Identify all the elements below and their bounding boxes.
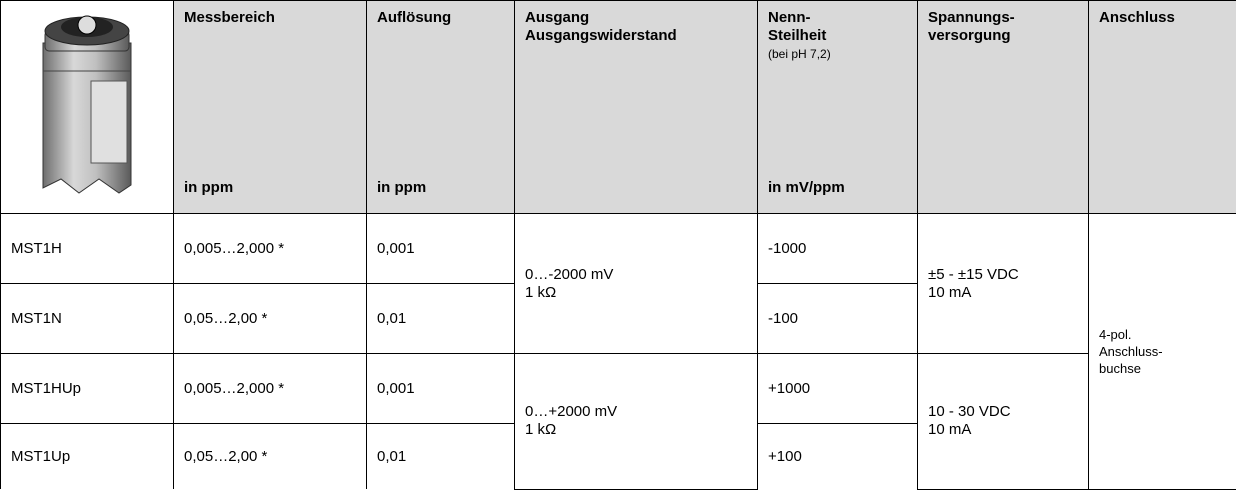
sensor-image — [1, 3, 173, 207]
slope-cell: -1000 — [758, 214, 918, 284]
model-cell: MST1N — [1, 284, 174, 354]
supply-line: 10 mA — [928, 421, 1088, 439]
header-cell: Nenn-Steilheit(bei pH 7,2) in mV/ppm — [758, 1, 918, 214]
model-cell: MST1HUp — [1, 354, 174, 424]
slope-cell: -100 — [758, 284, 918, 354]
output-line: 1 kΩ — [525, 284, 757, 302]
header-cell: Anschluss — [1089, 1, 1236, 214]
supply-line: 10 mA — [928, 284, 1088, 302]
header-title: Nenn- — [768, 9, 917, 27]
resolution-cell: 0,001 — [367, 214, 515, 284]
range-cell: 0,05…2,00 * — [174, 424, 367, 490]
output-line: 0…-2000 mV — [525, 266, 757, 284]
header-title: Messbereich — [184, 9, 366, 27]
header-unit: in mV/ppm — [768, 179, 917, 197]
slope-cell: +100 — [758, 424, 918, 490]
supply-line: 10 - 30 VDC — [928, 403, 1088, 421]
sensor-image-cell — [1, 1, 174, 214]
range-cell: 0,005…2,000 * — [174, 214, 367, 284]
supply-line: ±5 - ±15 VDC — [928, 266, 1088, 284]
header-unit: in ppm — [377, 179, 514, 197]
page: Messbereich in ppm Auflösung in ppm Ausgan… — [0, 0, 1236, 481]
range-cell: 0,05…2,00 * — [174, 284, 367, 354]
resolution-cell: 0,001 — [367, 354, 515, 424]
header-unit: in ppm — [184, 179, 366, 197]
header-title: versorgung — [928, 27, 1088, 45]
spec-table: Messbereich in ppm Auflösung in ppm Ausgan… — [0, 0, 1236, 490]
resolution-cell: 0,01 — [367, 424, 515, 490]
connection-line: Anschluss- — [1099, 343, 1236, 360]
header-row: Messbereich in ppm Auflösung in ppm Ausgan… — [1, 1, 1236, 214]
header-title: Ausgangswiderstand — [525, 27, 757, 45]
header-note: (bei pH 7,2) — [768, 45, 917, 63]
output-line: 1 kΩ — [525, 421, 757, 439]
header-cell: Spannungs-versorgung — [918, 1, 1089, 214]
header-title: Steilheit — [768, 27, 917, 45]
model-cell: MST1H — [1, 214, 174, 284]
slope-cell: +1000 — [758, 354, 918, 424]
connection-cell: 4-pol.Anschluss-buchse — [1089, 214, 1236, 490]
header-cell: Messbereich in ppm — [174, 1, 367, 214]
header-title: Anschluss — [1099, 9, 1175, 26]
connection-line: 4-pol. — [1099, 326, 1236, 343]
header-cell: Auflösung in ppm — [367, 1, 515, 214]
output-line: 0…+2000 mV — [525, 403, 757, 421]
header-title: Ausgang — [525, 9, 757, 27]
resolution-cell: 0,01 — [367, 284, 515, 354]
header-title: Spannungs- — [928, 9, 1088, 27]
model-cell: MST1Up — [1, 424, 174, 490]
connection-line: buchse — [1099, 360, 1236, 377]
header-title: Auflösung — [377, 9, 514, 27]
range-cell: 0,005…2,000 * — [174, 354, 367, 424]
